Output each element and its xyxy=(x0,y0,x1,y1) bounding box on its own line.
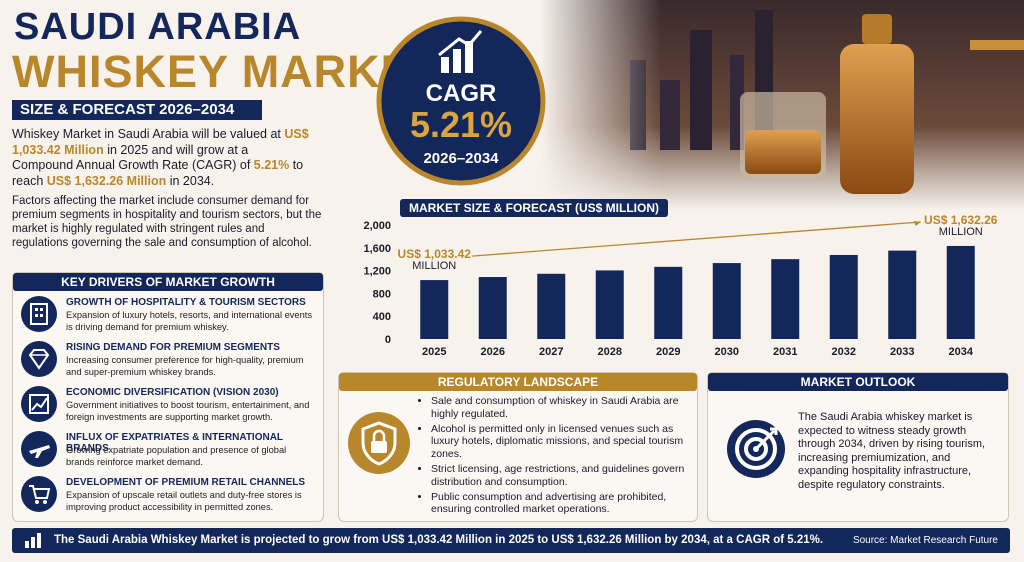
chart: 0 400 800 1,200 1,600 2,000 2025 2026 2027 2028 20… xyxy=(363,220,975,358)
highlight: 5.21% xyxy=(253,158,290,172)
y-tick-label: 1,600 xyxy=(363,243,391,255)
title-line-2: WHISKEY MARKET xyxy=(12,46,441,97)
driver-item: ECONOMIC DIVERSIFICATION (VISION 2030) Go… xyxy=(14,383,320,428)
value-label: US$ 1,632.26 MILLION xyxy=(924,212,998,238)
driver-title: RISING DEMAND FOR PREMIUM SEGMENTS xyxy=(66,342,280,353)
footer-text: The Saudi Arabia Whiskey Market is proje… xyxy=(54,534,824,546)
y-tick-label: 2,000 xyxy=(363,220,391,232)
x-tick-label: 2028 xyxy=(598,346,622,358)
highlight: US$ 1,632.26 Million xyxy=(46,173,167,188)
driver-title: DEVELOPMENT OF PREMIUM RETAIL CHANNELS xyxy=(66,477,306,488)
footer-bar: The Saudi Arabia Whiskey Market is proje… xyxy=(12,528,1010,553)
value-label: US$ 1,033.42 MILLION xyxy=(397,247,471,273)
driver-item: GROWTH OF HOSPITALITY & TOURISM SECTORS E… xyxy=(14,293,320,338)
y-tick-label: 0 xyxy=(385,334,391,346)
bar xyxy=(478,277,507,339)
driver-title: ECONOMIC DIVERSIFICATION (VISION 2030) xyxy=(66,387,279,398)
driver-title: GROWTH OF HOSPITALITY & TOURISM SECTORS xyxy=(66,297,306,308)
bar xyxy=(537,273,566,339)
x-tick-label: 2029 xyxy=(656,346,680,358)
bar xyxy=(829,254,858,339)
bar xyxy=(888,250,917,339)
x-tick-label: 2025 xyxy=(422,346,446,358)
driver-icon xyxy=(21,341,57,377)
x-tick-label: 2031 xyxy=(773,346,797,358)
target-icon xyxy=(727,420,785,478)
driver-icon xyxy=(21,476,57,512)
outlook-text: The Saudi Arabia whiskey market is expec… xyxy=(798,411,986,491)
regulatory-list: Sale and consumption of whiskey in Saudi… xyxy=(417,395,701,518)
driver-icon xyxy=(21,296,57,332)
driver-title: INFLUX OF EXPATRIATES & INTERNATIONAL BR… xyxy=(66,432,283,454)
cagr-label: CAGR xyxy=(426,80,497,107)
intro-paragraph: Whiskey Market in Saudi Arabia will be v… xyxy=(12,127,312,189)
driver-item: RISING DEMAND FOR PREMIUM SEGMENTS Increa… xyxy=(14,338,320,383)
x-tick-label: 2026 xyxy=(481,346,505,358)
chart-area: 0 400 800 1,200 1,600 2,000 2025 2026 2027 2028 20… xyxy=(330,195,1020,365)
x-tick-label: 2034 xyxy=(949,346,974,358)
text: to reach xyxy=(12,158,304,188)
y-tick-label: 800 xyxy=(373,288,391,300)
regulatory-title: REGULATORY LANDSCAPE xyxy=(339,373,697,391)
driver-description: Expansion of luxury hotels, resorts, and… xyxy=(66,310,312,332)
cagr-period: 2026–2034 xyxy=(423,150,499,167)
x-tick-label: 2030 xyxy=(715,346,739,358)
cagr-badge: CAGR 5.21% 2026–2034 xyxy=(376,16,546,186)
driver-description: Increasing consumer preference for high-… xyxy=(66,355,304,377)
text: Whiskey Market in Saudi Arabia will be v… xyxy=(12,127,285,141)
bar xyxy=(595,270,624,339)
footer-source: Source: Market Research Future xyxy=(852,535,998,546)
background-photo xyxy=(540,0,1024,210)
regulatory-panel: REGULATORY LANDSCAPE Sale and consumptio… xyxy=(338,372,698,522)
footer-icon xyxy=(25,533,41,548)
lock-icon xyxy=(348,412,410,474)
driver-description: Government initiatives to boost tourism,… xyxy=(66,400,310,422)
x-tick-label: 2032 xyxy=(832,346,856,358)
driver-item: DEVELOPMENT OF PREMIUM RETAIL CHANNELS Ex… xyxy=(14,473,320,518)
key-drivers-panel: KEY DRIVERS OF MARKET GROWTH xyxy=(12,272,324,522)
bar xyxy=(654,266,683,339)
x-tick-label: 2033 xyxy=(890,346,914,358)
driver-item: INFLUX OF EXPATRIATES & INTERNATIONAL BR… xyxy=(14,428,320,473)
y-tick-label: 1,200 xyxy=(363,266,391,278)
driver-icon xyxy=(21,386,57,422)
regulatory-bullet: Sale and consumption of whiskey in Saudi… xyxy=(431,395,701,421)
bar xyxy=(771,259,800,339)
driver-description: Growing expatriate population and presen… xyxy=(66,445,287,467)
driver-description: Expansion of upscale retail outlets and … xyxy=(66,490,302,512)
key-drivers-title: KEY DRIVERS OF MARKET GROWTH xyxy=(13,273,323,291)
bar xyxy=(946,245,975,339)
bar xyxy=(420,280,449,339)
chart-title: MARKET SIZE & FORECAST (US$ MILLION) xyxy=(400,199,668,217)
driver-icon xyxy=(21,431,57,467)
cagr-value: 5.21% xyxy=(410,104,512,145)
outlook-title: MARKET OUTLOOK xyxy=(708,373,1008,391)
x-tick-label: 2027 xyxy=(539,346,563,358)
text: in 2025 and will grow at a Compound Annu… xyxy=(12,142,254,173)
outlook-panel: MARKET OUTLOOK The Saudi Arabia whiskey … xyxy=(707,372,1009,522)
title-line-1: SAUDI ARABIA xyxy=(14,6,302,48)
bar xyxy=(712,263,741,339)
regulatory-bullet: Public consumption and advertising are p… xyxy=(431,491,701,517)
intro-paragraph-2: Factors affecting the market include con… xyxy=(12,195,322,249)
y-tick-label: 400 xyxy=(373,311,391,323)
text: in 2034. xyxy=(166,173,215,188)
highlight: US$ 1,033.42 Million xyxy=(12,127,309,157)
regulatory-bullet: Alcohol is permitted only in licensed ve… xyxy=(431,423,701,461)
regulatory-bullet: Strict licensing, age restrictions, and … xyxy=(431,463,701,489)
trend-arrow xyxy=(472,221,921,257)
trend-arrow-head xyxy=(913,220,921,226)
subtitle: SIZE & FORECAST 2026–2034 xyxy=(12,100,262,120)
key-drivers-list: GROWTH OF HOSPITALITY & TOURISM SECTORS E… xyxy=(14,293,320,518)
